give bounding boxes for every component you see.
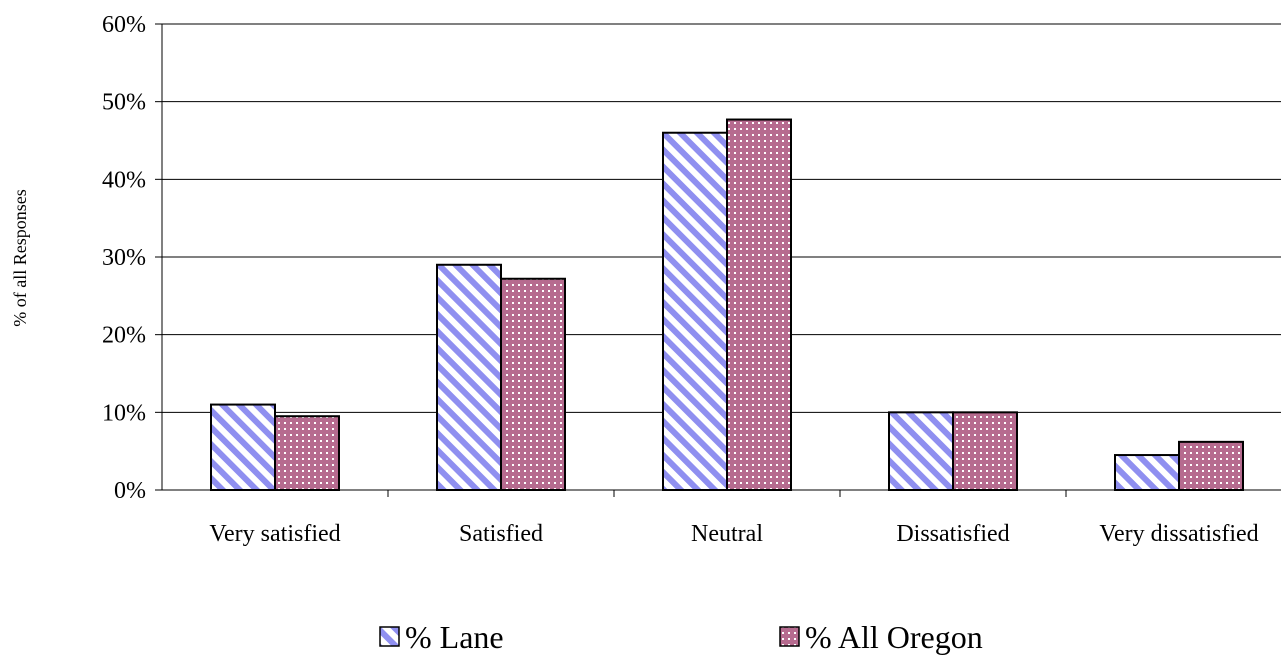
bar-lane-2 [662,131,728,491]
x-tick-label: Dissatisfied [896,521,1009,547]
bar-lane-1 [436,263,502,491]
y-tick-label: 40% [102,167,146,193]
bar-all-oregon-3 [952,411,1018,492]
x-tick-label: Very dissatisfied [1099,521,1258,547]
y-tick-label: 60% [102,12,146,38]
legend: % Lane % All Oregon [379,619,983,655]
legend-label-0: % Lane [405,619,504,655]
y-tick-label: 0% [114,478,146,504]
axis-labels: 0% 10% 20% 30% 40% 50% 60% Very satisfied Satisf… [102,12,1259,547]
bar-lane-0 [210,403,276,492]
y-tick-label: 30% [102,245,146,271]
bar-lane-3 [888,411,954,492]
y-tick-label: 10% [102,400,146,426]
legend-swatch-1 [779,626,800,647]
bar-all-oregon-2 [726,118,792,491]
bar-all-oregon-4 [1178,440,1244,492]
bars [210,118,1244,492]
x-tick-label: Satisfied [459,521,543,547]
y-tick-label: 20% [102,323,146,349]
bar-all-oregon-1 [500,277,566,491]
bar-all-oregon-0 [274,415,340,492]
legend-label-1: % All Oregon [805,619,983,655]
bar-lane-4 [1114,454,1180,491]
y-axis-title: % of all Responses [10,189,30,326]
y-tick-label: 50% [102,90,146,116]
x-tick-label: Neutral [691,521,763,547]
x-tick-label: Very satisfied [209,521,340,547]
legend-swatch-0 [379,626,400,647]
